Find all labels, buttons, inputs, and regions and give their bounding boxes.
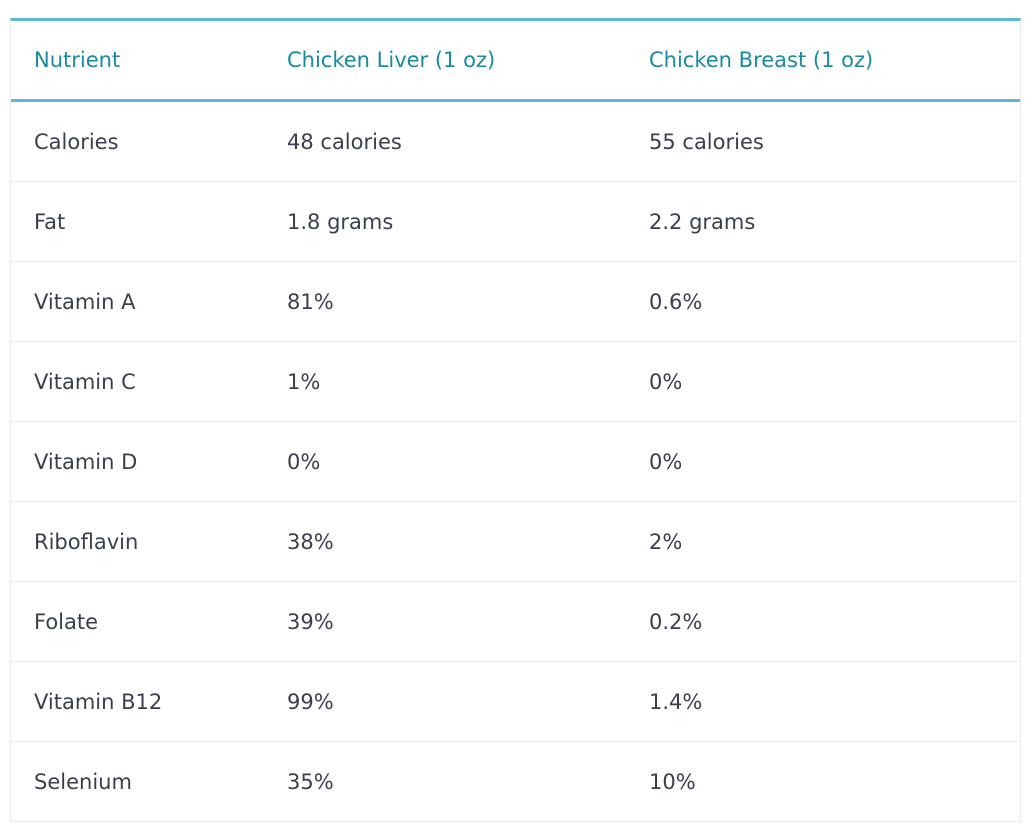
header-nutrient: Nutrient [11, 21, 264, 102]
liver-value-cell: 39% [264, 581, 626, 662]
nutrient-cell: Selenium [11, 741, 264, 822]
breast-value-cell: 1.4% [626, 661, 1020, 742]
breast-value-cell: 0% [626, 341, 1020, 422]
liver-value-cell: 38% [264, 501, 626, 582]
breast-value-cell: 0.6% [626, 261, 1020, 342]
liver-value-cell: 35% [264, 741, 626, 822]
liver-value-cell: 1.8 grams [264, 181, 626, 262]
table-body: Calories 48 calories 55 calories Fat 1.8… [11, 100, 1020, 822]
nutrient-cell: Vitamin B12 [11, 661, 264, 742]
nutrient-cell: Riboflavin [11, 501, 264, 582]
liver-value-cell: 1% [264, 341, 626, 422]
liver-value-cell: 0% [264, 421, 626, 502]
liver-value-cell: 48 calories [264, 100, 626, 182]
breast-value-cell: 55 calories [626, 100, 1020, 182]
nutrient-cell: Calories [11, 100, 264, 182]
breast-value-cell: 0% [626, 421, 1020, 502]
nutrient-table: Nutrient Chicken Liver (1 oz) Chicken Br… [11, 21, 1020, 822]
table-row: Vitamin A 81% 0.6% [11, 261, 1020, 342]
table-row: Fat 1.8 grams 2.2 grams [11, 181, 1020, 262]
breast-value-cell: 0.2% [626, 581, 1020, 662]
table-row: Selenium 35% 10% [11, 741, 1020, 822]
liver-value-cell: 81% [264, 261, 626, 342]
breast-value-cell: 2.2 grams [626, 181, 1020, 262]
breast-value-cell: 2% [626, 501, 1020, 582]
table-row: Folate 39% 0.2% [11, 581, 1020, 662]
liver-value-cell: 99% [264, 661, 626, 742]
table-row: Vitamin C 1% 0% [11, 341, 1020, 422]
table-row: Calories 48 calories 55 calories [11, 100, 1020, 182]
header-row: Nutrient Chicken Liver (1 oz) Chicken Br… [11, 21, 1020, 102]
header-chicken-liver: Chicken Liver (1 oz) [264, 21, 626, 102]
table-header: Nutrient Chicken Liver (1 oz) Chicken Br… [11, 21, 1020, 102]
table-row: Vitamin B12 99% 1.4% [11, 661, 1020, 742]
nutrient-cell: Fat [11, 181, 264, 262]
table-row: Riboflavin 38% 2% [11, 501, 1020, 582]
nutrient-cell: Vitamin A [11, 261, 264, 342]
nutrient-cell: Vitamin D [11, 421, 264, 502]
nutrient-cell: Vitamin C [11, 341, 264, 422]
nutrition-comparison-table: Nutrient Chicken Liver (1 oz) Chicken Br… [10, 18, 1021, 822]
header-chicken-breast: Chicken Breast (1 oz) [626, 21, 1020, 102]
breast-value-cell: 10% [626, 741, 1020, 822]
table-row: Vitamin D 0% 0% [11, 421, 1020, 502]
nutrient-cell: Folate [11, 581, 264, 662]
